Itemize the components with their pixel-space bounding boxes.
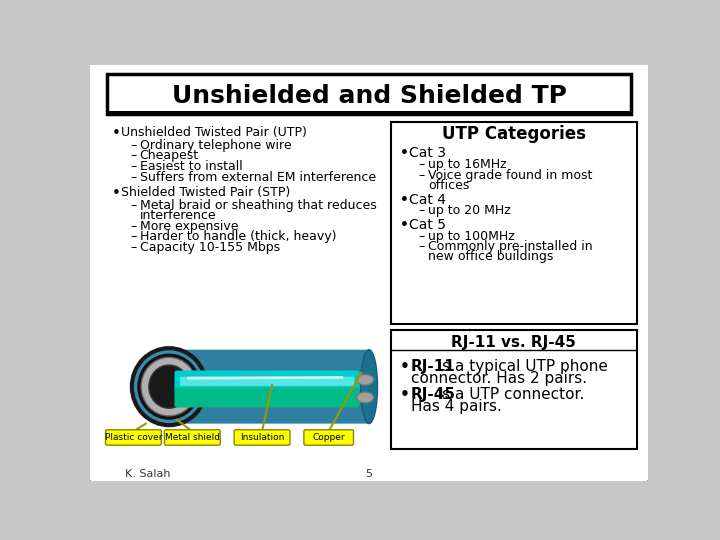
FancyBboxPatch shape	[87, 60, 651, 484]
Text: More expensive: More expensive	[140, 220, 238, 233]
Text: Harder to handle (thick, heavy): Harder to handle (thick, heavy)	[140, 231, 336, 244]
Text: Unshielded and Shielded TP: Unshielded and Shielded TP	[171, 84, 567, 107]
Text: –: –	[130, 199, 137, 212]
Text: –: –	[130, 150, 137, 163]
Text: •: •	[400, 146, 409, 160]
Text: –: –	[418, 158, 425, 171]
Ellipse shape	[356, 392, 374, 403]
Text: UTP Categories: UTP Categories	[442, 125, 586, 143]
Bar	[391, 330, 637, 449]
Ellipse shape	[132, 348, 206, 425]
Text: Cat 3: Cat 3	[409, 146, 446, 160]
Text: RJ-11: RJ-11	[411, 359, 456, 374]
FancyBboxPatch shape	[169, 350, 369, 423]
Text: –: –	[130, 220, 137, 233]
Text: Insulation: Insulation	[240, 433, 284, 442]
Bar	[107, 111, 631, 116]
Text: Cheapest: Cheapest	[140, 150, 199, 163]
Text: Suffers from external EM interference: Suffers from external EM interference	[140, 171, 376, 184]
Ellipse shape	[356, 374, 374, 385]
Bar	[106, 340, 384, 441]
Text: Cat 4: Cat 4	[409, 193, 446, 207]
Text: Shielded Twisted Pair (STP): Shielded Twisted Pair (STP)	[121, 186, 290, 199]
Text: new office buildings: new office buildings	[428, 251, 553, 264]
Text: •: •	[400, 193, 409, 207]
Ellipse shape	[141, 357, 197, 416]
Text: K. Salah: K. Salah	[125, 469, 171, 480]
Ellipse shape	[149, 365, 189, 408]
Text: Capacity 10-155 Mbps: Capacity 10-155 Mbps	[140, 241, 280, 254]
FancyBboxPatch shape	[304, 430, 354, 445]
Text: •: •	[400, 359, 410, 374]
Text: –: –	[130, 241, 137, 254]
Text: Commonly pre-installed in: Commonly pre-installed in	[428, 240, 593, 253]
Text: up to 100MHz: up to 100MHz	[428, 230, 515, 242]
Text: Cat 5: Cat 5	[409, 218, 446, 232]
Text: RJ-45: RJ-45	[411, 387, 456, 402]
Text: Unshielded Twisted Pair (UTP): Unshielded Twisted Pair (UTP)	[121, 126, 307, 139]
FancyBboxPatch shape	[174, 370, 360, 392]
Text: interference: interference	[140, 209, 216, 222]
Text: •: •	[112, 186, 120, 201]
Text: –: –	[418, 168, 425, 182]
Text: Easiest to install: Easiest to install	[140, 160, 243, 173]
Text: –: –	[418, 240, 425, 253]
Text: 5: 5	[366, 469, 372, 480]
Text: up to 20 MHz: up to 20 MHz	[428, 204, 510, 217]
Text: connector. Has 2 pairs.: connector. Has 2 pairs.	[411, 372, 587, 386]
Ellipse shape	[138, 354, 201, 420]
Bar	[391, 122, 637, 323]
Text: •: •	[112, 126, 120, 141]
FancyBboxPatch shape	[180, 377, 354, 386]
Text: •: •	[400, 218, 409, 232]
Text: up to 16MHz: up to 16MHz	[428, 158, 507, 171]
Text: Copper: Copper	[312, 433, 345, 442]
Text: •: •	[400, 387, 410, 402]
Text: –: –	[130, 160, 137, 173]
FancyBboxPatch shape	[164, 430, 220, 445]
Ellipse shape	[361, 350, 377, 423]
Text: –: –	[130, 171, 137, 184]
FancyBboxPatch shape	[174, 387, 360, 408]
FancyBboxPatch shape	[234, 430, 290, 445]
Text: –: –	[418, 204, 425, 217]
Text: Has 4 pairs.: Has 4 pairs.	[411, 399, 502, 414]
Text: –: –	[130, 231, 137, 244]
FancyBboxPatch shape	[106, 430, 161, 445]
Text: –: –	[130, 139, 137, 152]
Text: Metal shield: Metal shield	[165, 433, 220, 442]
Text: Ordinary telephone wire: Ordinary telephone wire	[140, 139, 291, 152]
Text: Metal braid or sheathing that reduces: Metal braid or sheathing that reduces	[140, 199, 377, 212]
Text: is a UTP connector.: is a UTP connector.	[433, 387, 584, 402]
Text: offices: offices	[428, 179, 469, 192]
Text: RJ-11 vs. RJ-45: RJ-11 vs. RJ-45	[451, 334, 577, 349]
Text: Plastic cover: Plastic cover	[104, 433, 162, 442]
Text: Voice grade found in most: Voice grade found in most	[428, 168, 593, 182]
FancyBboxPatch shape	[169, 357, 192, 416]
Bar	[107, 74, 631, 114]
Text: is a typical UTP phone: is a typical UTP phone	[433, 359, 608, 374]
Text: –: –	[418, 230, 425, 242]
